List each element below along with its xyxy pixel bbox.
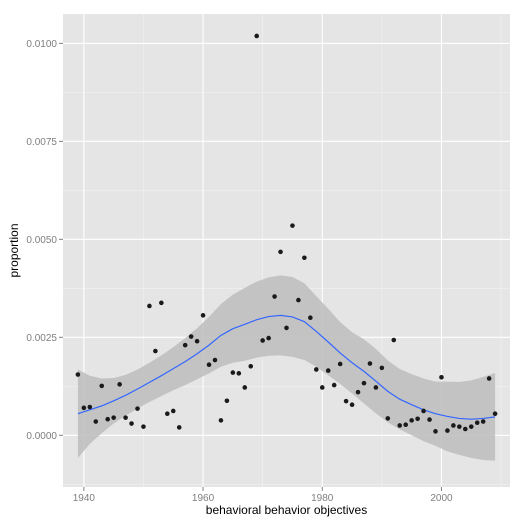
data-point xyxy=(165,411,170,417)
data-point xyxy=(367,361,373,366)
data-point xyxy=(397,423,403,428)
data-point xyxy=(451,423,456,428)
data-point xyxy=(349,402,355,408)
data-point xyxy=(480,419,486,424)
data-point xyxy=(337,361,343,367)
data-point xyxy=(474,420,480,426)
data-point xyxy=(403,422,409,427)
data-point xyxy=(99,383,105,389)
y-tick-label: 0.0000 xyxy=(26,431,57,442)
data-point xyxy=(468,424,474,429)
x-tick-label: 2000 xyxy=(430,493,453,504)
data-point xyxy=(361,380,367,386)
data-point xyxy=(445,428,450,433)
data-point xyxy=(87,404,93,410)
data-point xyxy=(230,370,236,375)
data-point xyxy=(260,338,265,343)
data-point xyxy=(135,406,140,411)
data-point xyxy=(117,382,122,387)
data-point xyxy=(111,415,116,420)
y-tick-label: 0.0025 xyxy=(26,333,57,344)
data-point xyxy=(463,426,468,432)
y-tick-label: 0.0100 xyxy=(26,39,57,50)
data-point xyxy=(75,372,81,377)
data-point xyxy=(296,297,301,303)
data-point xyxy=(129,421,134,426)
data-point xyxy=(492,411,498,417)
data-point xyxy=(206,362,212,368)
data-point xyxy=(266,335,271,341)
data-point xyxy=(427,417,432,422)
data-point xyxy=(433,429,438,434)
y-axis: 0.0000 0.0025 0.0050 0.0075 0.0100 xyxy=(26,39,63,442)
x-tick-label: 1960 xyxy=(192,493,215,504)
data-point xyxy=(325,368,331,373)
x-axis: 1940 1960 1980 2000 xyxy=(73,487,453,504)
data-point xyxy=(236,371,242,376)
data-point xyxy=(254,33,259,39)
data-point xyxy=(457,424,462,429)
data-point xyxy=(188,334,194,339)
data-point xyxy=(176,425,182,430)
data-point xyxy=(439,374,444,380)
confidence-band xyxy=(77,275,496,461)
data-point xyxy=(290,223,295,228)
data-point xyxy=(379,365,385,371)
data-point xyxy=(314,367,319,372)
data-point xyxy=(242,385,248,390)
data-point xyxy=(194,338,200,344)
data-point xyxy=(147,303,152,309)
data-point xyxy=(218,418,224,423)
data-point xyxy=(123,415,128,420)
x-tick-label: 1940 xyxy=(73,493,96,504)
data-point xyxy=(153,348,158,354)
data-point xyxy=(308,315,313,321)
data-point xyxy=(159,300,164,306)
data-point xyxy=(343,398,349,404)
data-point xyxy=(331,382,337,388)
data-point xyxy=(355,389,361,395)
data-point xyxy=(141,424,146,429)
data-point xyxy=(385,416,391,421)
data-point xyxy=(373,385,379,390)
y-tick-label: 0.0075 xyxy=(26,137,57,148)
data-point xyxy=(391,337,397,343)
data-point xyxy=(212,357,218,363)
data-point xyxy=(105,416,110,422)
data-point xyxy=(272,294,277,299)
data-points xyxy=(75,33,498,434)
data-point xyxy=(81,405,87,411)
data-point xyxy=(200,313,206,318)
y-tick-label: 0.0050 xyxy=(26,235,57,246)
data-point xyxy=(319,385,325,390)
data-point xyxy=(278,249,283,255)
data-point xyxy=(486,376,492,381)
data-point xyxy=(421,408,426,414)
data-point xyxy=(182,342,188,348)
data-point xyxy=(93,419,99,424)
data-point xyxy=(284,325,289,331)
data-point xyxy=(409,418,414,423)
data-point xyxy=(170,408,176,414)
data-point xyxy=(248,364,254,369)
x-tick-label: 1980 xyxy=(311,493,334,504)
y-axis-title: proportion xyxy=(7,223,21,277)
data-point xyxy=(224,398,230,404)
data-point xyxy=(415,416,420,422)
data-point xyxy=(302,255,307,261)
x-axis-title: behavioral behavior objectives xyxy=(206,503,367,517)
major-gridlines xyxy=(63,14,510,487)
